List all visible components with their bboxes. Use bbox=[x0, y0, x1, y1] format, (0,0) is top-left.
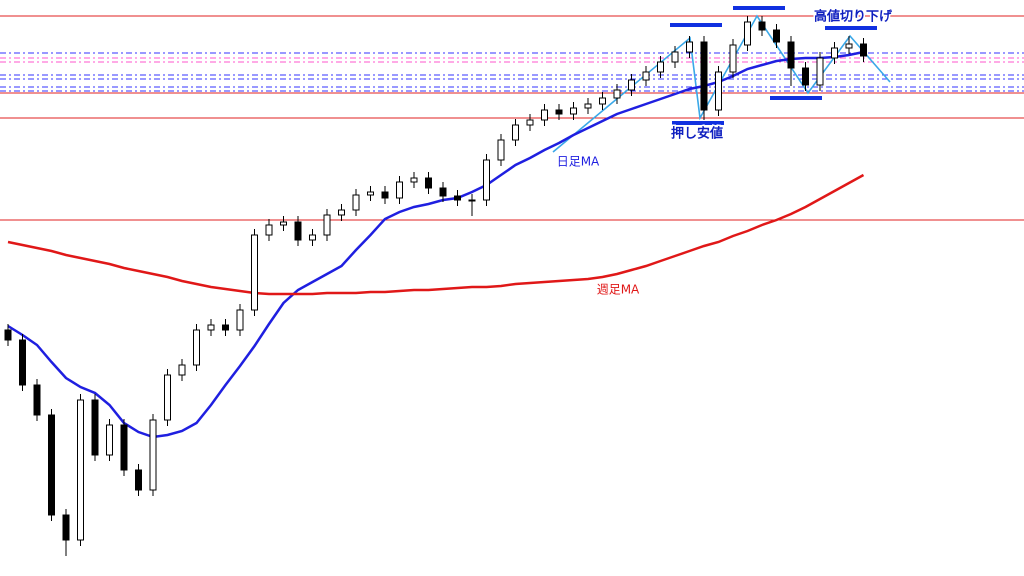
candles bbox=[4, 16, 867, 556]
candle-body bbox=[541, 109, 548, 121]
candle-body bbox=[207, 324, 215, 331]
candle-body bbox=[613, 89, 621, 99]
candle-body bbox=[845, 43, 853, 49]
annotation: 押し安値 bbox=[671, 126, 723, 142]
candle-body bbox=[265, 224, 273, 236]
candle-body bbox=[715, 71, 722, 111]
candle-body bbox=[77, 399, 84, 541]
candle-body bbox=[410, 177, 418, 183]
candle-body bbox=[91, 399, 99, 456]
candle-body bbox=[178, 364, 186, 376]
candle-body bbox=[149, 419, 157, 491]
candle-body bbox=[454, 195, 461, 201]
candle-body bbox=[396, 181, 403, 199]
candle-body bbox=[222, 324, 229, 331]
candle-body bbox=[106, 424, 113, 456]
candle-body bbox=[512, 124, 519, 141]
candle-body bbox=[816, 57, 824, 86]
candle-body bbox=[425, 177, 432, 189]
candle-body bbox=[671, 51, 679, 63]
candle-body bbox=[236, 309, 244, 331]
candle-body bbox=[381, 191, 389, 199]
candle-body bbox=[48, 414, 55, 516]
candle-body bbox=[758, 21, 766, 31]
candle-body bbox=[338, 209, 345, 216]
candle-body bbox=[193, 329, 200, 366]
candle-body bbox=[120, 424, 128, 471]
candle-body bbox=[642, 71, 650, 81]
candle-body bbox=[599, 97, 606, 105]
candle-body bbox=[62, 514, 70, 541]
candle-body bbox=[657, 61, 664, 73]
candle-body bbox=[352, 194, 360, 211]
candle-body bbox=[555, 109, 563, 115]
ma-line bbox=[7, 50, 864, 439]
candle-body bbox=[860, 43, 867, 57]
candle-body bbox=[802, 67, 809, 86]
candle-body bbox=[700, 41, 708, 111]
candle-body bbox=[787, 41, 795, 69]
candle-body bbox=[33, 384, 41, 416]
candle-body bbox=[4, 329, 12, 341]
candle-body bbox=[773, 29, 780, 43]
candle-body bbox=[729, 44, 737, 73]
ma-line bbox=[7, 173, 865, 296]
candle-body bbox=[526, 119, 534, 126]
candle-body bbox=[497, 139, 505, 161]
candle-body bbox=[686, 41, 693, 53]
candle-body bbox=[280, 221, 287, 226]
candle-body bbox=[584, 103, 592, 109]
candle-body bbox=[483, 159, 490, 201]
candle-body bbox=[294, 221, 302, 241]
candle-body bbox=[744, 21, 751, 46]
annotation: 高値切り下げ bbox=[814, 9, 893, 25]
candle-body bbox=[309, 234, 316, 241]
candle-body bbox=[164, 374, 171, 421]
candle-body bbox=[323, 214, 331, 236]
candle-body bbox=[468, 199, 476, 202]
candle-body bbox=[367, 191, 374, 196]
ma-label: 週足MA bbox=[597, 283, 640, 297]
swing-markers bbox=[670, 6, 877, 125]
candle-body bbox=[19, 339, 26, 386]
candle-body bbox=[135, 469, 142, 491]
candle-body bbox=[439, 187, 447, 197]
candle-body bbox=[831, 47, 838, 59]
levels bbox=[0, 15, 1024, 221]
candle-body bbox=[251, 234, 258, 311]
candle-body bbox=[628, 79, 635, 91]
candle-body bbox=[570, 107, 577, 115]
ma-label: 日足MA bbox=[557, 155, 600, 169]
